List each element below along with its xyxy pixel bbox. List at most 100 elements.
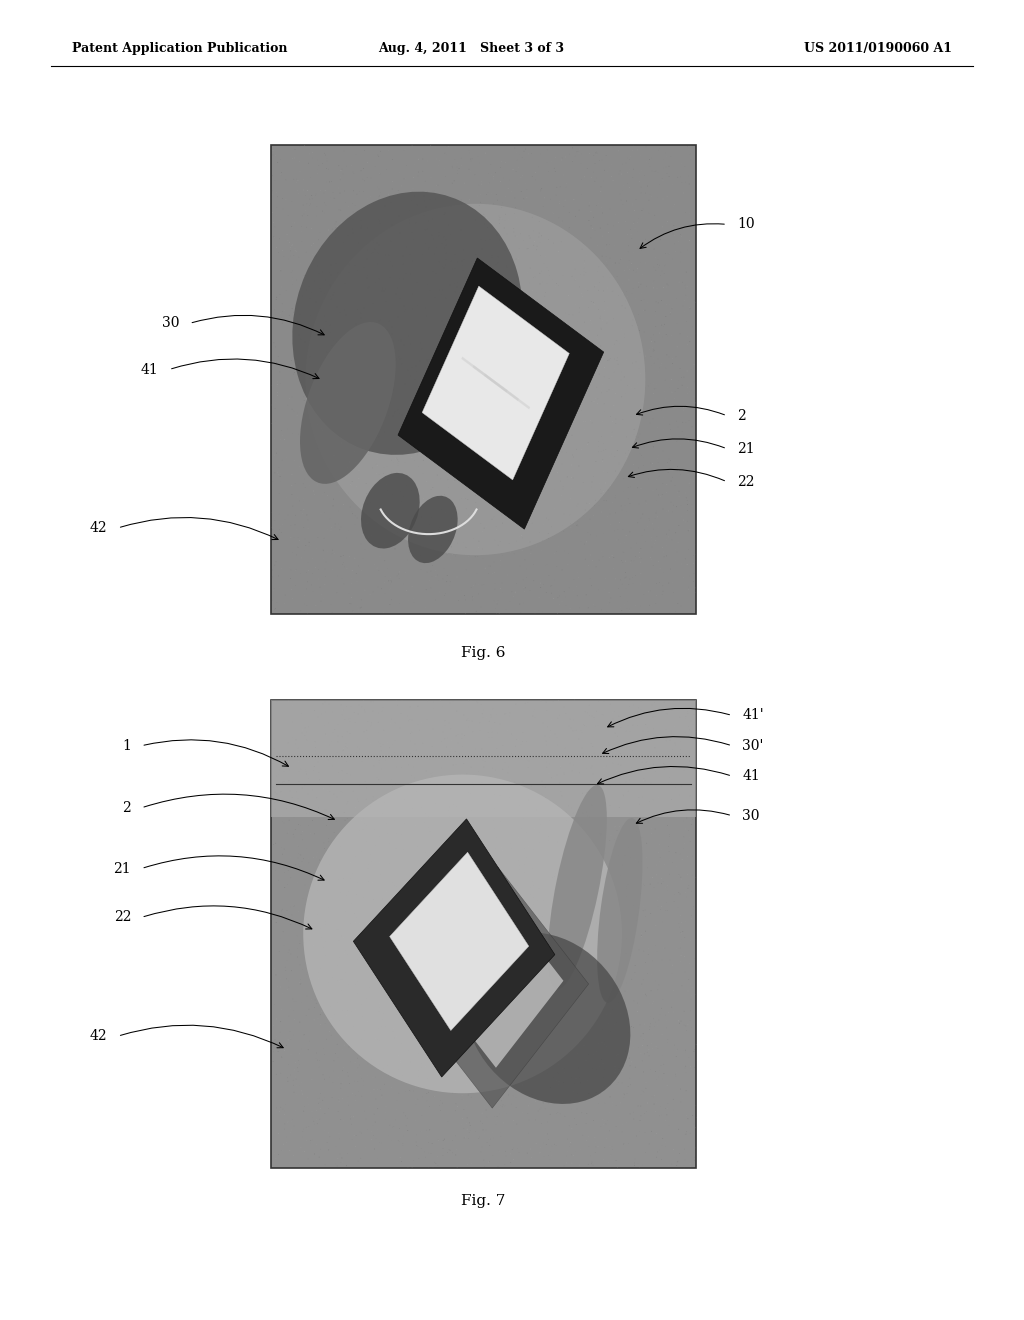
Point — [538, 384, 554, 405]
Point — [644, 867, 660, 888]
Point — [375, 870, 391, 891]
Point — [433, 759, 450, 780]
Point — [391, 898, 408, 919]
Point — [578, 279, 594, 300]
Point — [288, 1067, 304, 1088]
Point — [395, 491, 412, 512]
Point — [494, 1097, 510, 1118]
Point — [530, 156, 547, 177]
Point — [438, 235, 455, 256]
Point — [420, 804, 436, 825]
Point — [291, 1074, 307, 1096]
Point — [273, 900, 290, 921]
Point — [500, 441, 516, 462]
Point — [291, 787, 307, 808]
Point — [582, 568, 598, 589]
Point — [278, 189, 294, 210]
Point — [658, 186, 675, 207]
Point — [640, 219, 656, 240]
Point — [308, 206, 325, 227]
Point — [493, 888, 509, 909]
Point — [341, 425, 357, 446]
Point — [687, 898, 703, 919]
Point — [584, 705, 600, 726]
Point — [489, 252, 506, 273]
Point — [372, 1030, 388, 1051]
Point — [579, 244, 595, 265]
Point — [296, 135, 312, 156]
Point — [453, 832, 469, 853]
Point — [543, 359, 559, 380]
Point — [420, 812, 436, 833]
Point — [287, 306, 303, 327]
Point — [349, 595, 366, 616]
Point — [578, 1113, 594, 1134]
Point — [463, 756, 479, 777]
Point — [384, 323, 400, 345]
Point — [489, 723, 506, 744]
Point — [540, 528, 556, 549]
Point — [334, 385, 350, 407]
Point — [518, 961, 535, 982]
Point — [324, 602, 340, 623]
Point — [359, 277, 376, 298]
Point — [535, 979, 551, 1001]
Point — [641, 202, 657, 223]
Point — [370, 359, 386, 380]
Point — [557, 968, 573, 989]
Point — [360, 444, 377, 465]
Point — [538, 850, 554, 871]
Point — [455, 993, 471, 1014]
Point — [382, 803, 398, 824]
Point — [465, 506, 481, 527]
Point — [274, 1094, 291, 1115]
Point — [422, 399, 438, 420]
Point — [651, 1139, 668, 1160]
Point — [280, 205, 296, 226]
Point — [527, 162, 544, 183]
Point — [434, 234, 451, 255]
Point — [459, 284, 475, 305]
Point — [308, 846, 325, 867]
Point — [633, 923, 649, 944]
Point — [370, 577, 386, 598]
Point — [274, 810, 291, 832]
Point — [308, 537, 325, 558]
Point — [678, 425, 694, 446]
Point — [492, 330, 508, 351]
Point — [452, 871, 468, 892]
Point — [590, 298, 606, 319]
Text: 21: 21 — [114, 862, 131, 875]
Point — [658, 482, 675, 503]
Point — [476, 360, 493, 381]
Point — [386, 693, 402, 714]
Point — [494, 504, 510, 525]
Point — [291, 760, 307, 781]
Point — [400, 536, 417, 557]
Point — [283, 1028, 299, 1049]
Point — [662, 701, 678, 722]
Point — [548, 326, 564, 347]
Point — [458, 937, 474, 958]
Point — [351, 380, 368, 401]
Point — [612, 569, 629, 590]
Point — [563, 325, 580, 346]
Point — [301, 1031, 317, 1052]
Point — [479, 329, 496, 350]
Point — [606, 348, 623, 370]
Point — [310, 230, 327, 251]
Point — [508, 141, 524, 162]
Point — [636, 404, 652, 425]
Point — [685, 775, 701, 796]
Point — [284, 475, 300, 496]
Point — [470, 222, 486, 243]
Point — [312, 473, 329, 494]
Point — [654, 583, 671, 605]
Point — [541, 359, 557, 380]
Point — [394, 354, 411, 375]
Point — [497, 704, 513, 725]
Point — [621, 577, 637, 598]
Point — [671, 913, 687, 935]
Point — [604, 1096, 621, 1117]
Point — [345, 223, 361, 244]
